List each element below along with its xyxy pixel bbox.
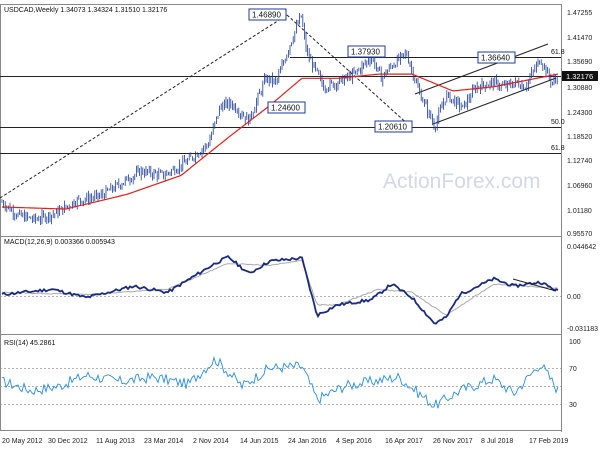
trough-box (374, 120, 413, 133)
price-candles (1, 12, 558, 226)
macd-tick: 0.044642 (567, 244, 596, 251)
channel-upper (414, 43, 549, 95)
price-tick: 1.24300 (567, 110, 592, 117)
peak-label-1-3664: 1.36640 (481, 54, 510, 63)
trough-label-1-2460: 1.24600 (271, 104, 300, 113)
peak-box (347, 45, 386, 58)
price-tick: 1.47255 (567, 10, 592, 17)
channel-lines (414, 43, 557, 125)
peak-box (248, 8, 287, 21)
macd-divergence-line (512, 278, 557, 292)
price-tick: 1.06960 (567, 183, 592, 190)
price-panel-frame (0, 4, 562, 237)
x-label: 11 Aug 2013 (96, 438, 135, 445)
level-lines (0, 57, 561, 154)
trend-line-rise (0, 14, 288, 199)
rsi-guides (0, 368, 561, 405)
rsi-tick: 70 (569, 366, 577, 373)
price-tick: 1.41470 (567, 35, 592, 42)
macd-tick: -0.031183 (567, 326, 598, 333)
peak-labels: 1.46890 1.37930 1.36640 1.24600 1.20610 (248, 8, 516, 133)
x-label: 23 Mar 2014 (144, 438, 183, 445)
macd-panel-header: MACD(12,26,9) 0.003366 0.005943 (4, 239, 115, 246)
price-y-ticks: 1.47255 1.41470 1.35690 1.30880 1.24300 … (567, 10, 592, 238)
x-label: 4 Sep 2016 (336, 438, 372, 445)
peak-label-1-4689: 1.46890 (252, 11, 281, 20)
trend-lines (0, 14, 412, 199)
macd-y-ticks: 0.044642 0.00 -0.031183 (567, 244, 598, 333)
price-tick: 1.18520 (567, 134, 592, 141)
rsi-tick: 30 (569, 402, 577, 409)
fib-label-50: 50.0 (551, 119, 565, 126)
price-panel-header: USDCAD,Weekly 1.34073 1.34324 1.31510 1.… (4, 7, 167, 14)
x-label: 24 Jan 2016 (288, 438, 327, 445)
x-label: 2 Nov 2014 (193, 438, 229, 445)
rsi-panel-header: RSI(14) 45.2861 (4, 340, 55, 347)
macd-line (1, 254, 559, 325)
price-tick: 1.01180 (567, 208, 592, 215)
fib-label-61-8-upper: 61.8 (551, 49, 565, 56)
x-axis-labels: 20 May 2012 30 Dec 2012 11 Aug 2013 23 M… (2, 438, 568, 445)
rsi-panel-frame (0, 334, 562, 431)
rsi-tick: 100 (569, 339, 581, 346)
price-tick: 1.30880 (567, 85, 592, 92)
moving-average-line (1, 73, 559, 210)
macd-tick: 0.00 (567, 294, 581, 301)
fib-label-61-8-lower: 61.8 (551, 145, 565, 152)
channel-lower (432, 77, 557, 125)
x-label: 26 Nov 2017 (433, 438, 473, 445)
rsi-y-ticks: 100 70 30 (569, 339, 581, 409)
trough-box (267, 101, 306, 114)
x-label: 30 Dec 2012 (48, 438, 88, 445)
trend-line-fall (286, 14, 412, 128)
x-label: 17 Feb 2019 (529, 438, 568, 445)
peak-box (477, 51, 516, 64)
macd-signal-line (1, 259, 559, 316)
watermark: ActionForex.com (383, 170, 541, 193)
x-label: 8 Jul 2018 (481, 438, 513, 445)
x-label: 14 Jun 2015 (240, 438, 279, 445)
price-tick: 0.95570 (567, 231, 592, 238)
x-label: 16 Apr 2017 (385, 438, 423, 445)
trough-label-1-2061: 1.20610 (378, 123, 407, 132)
peak-label-1-3793: 1.37930 (351, 48, 380, 57)
x-label: 20 May 2012 (2, 438, 43, 445)
last-price-tag (562, 71, 598, 81)
macd-panel-frame (0, 236, 562, 335)
last-price-label: 1.32176 (566, 72, 593, 81)
rsi-line (1, 355, 559, 409)
price-tick: 1.12740 (567, 158, 592, 165)
price-tick: 1.35690 (567, 59, 592, 66)
